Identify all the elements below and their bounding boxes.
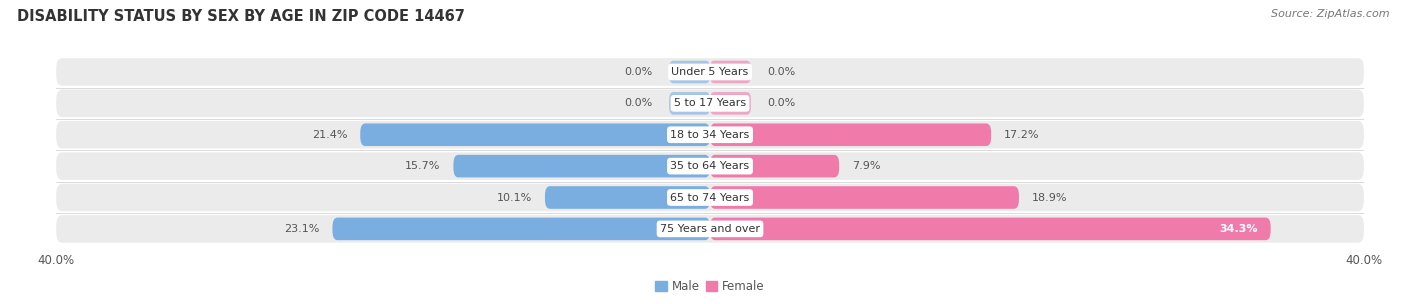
FancyBboxPatch shape xyxy=(710,155,839,178)
FancyBboxPatch shape xyxy=(56,121,1364,149)
FancyBboxPatch shape xyxy=(56,184,1364,211)
FancyBboxPatch shape xyxy=(710,218,1271,240)
Text: Under 5 Years: Under 5 Years xyxy=(672,67,748,77)
FancyBboxPatch shape xyxy=(669,61,710,83)
Text: 65 to 74 Years: 65 to 74 Years xyxy=(671,192,749,202)
Text: 0.0%: 0.0% xyxy=(768,98,796,108)
FancyBboxPatch shape xyxy=(332,218,710,240)
Text: 17.2%: 17.2% xyxy=(1004,130,1039,140)
Text: 0.0%: 0.0% xyxy=(624,98,652,108)
FancyBboxPatch shape xyxy=(710,186,1019,209)
Text: 34.3%: 34.3% xyxy=(1219,224,1257,234)
FancyBboxPatch shape xyxy=(56,58,1364,86)
Text: 75 Years and over: 75 Years and over xyxy=(659,224,761,234)
FancyBboxPatch shape xyxy=(56,90,1364,117)
FancyBboxPatch shape xyxy=(360,123,710,146)
Text: 21.4%: 21.4% xyxy=(312,130,347,140)
Legend: Male, Female: Male, Female xyxy=(651,275,769,298)
Text: 23.1%: 23.1% xyxy=(284,224,319,234)
Text: 5 to 17 Years: 5 to 17 Years xyxy=(673,98,747,108)
FancyBboxPatch shape xyxy=(56,152,1364,180)
Text: 10.1%: 10.1% xyxy=(496,192,531,202)
FancyBboxPatch shape xyxy=(710,92,751,115)
Text: 18.9%: 18.9% xyxy=(1032,192,1067,202)
FancyBboxPatch shape xyxy=(669,92,710,115)
FancyBboxPatch shape xyxy=(546,186,710,209)
FancyBboxPatch shape xyxy=(710,61,751,83)
FancyBboxPatch shape xyxy=(453,155,710,178)
Text: 0.0%: 0.0% xyxy=(768,67,796,77)
Text: Source: ZipAtlas.com: Source: ZipAtlas.com xyxy=(1271,9,1389,19)
Text: 15.7%: 15.7% xyxy=(405,161,440,171)
Text: DISABILITY STATUS BY SEX BY AGE IN ZIP CODE 14467: DISABILITY STATUS BY SEX BY AGE IN ZIP C… xyxy=(17,9,465,24)
Text: 0.0%: 0.0% xyxy=(624,67,652,77)
Text: 7.9%: 7.9% xyxy=(852,161,880,171)
FancyBboxPatch shape xyxy=(56,215,1364,243)
Text: 35 to 64 Years: 35 to 64 Years xyxy=(671,161,749,171)
FancyBboxPatch shape xyxy=(710,123,991,146)
Text: 18 to 34 Years: 18 to 34 Years xyxy=(671,130,749,140)
